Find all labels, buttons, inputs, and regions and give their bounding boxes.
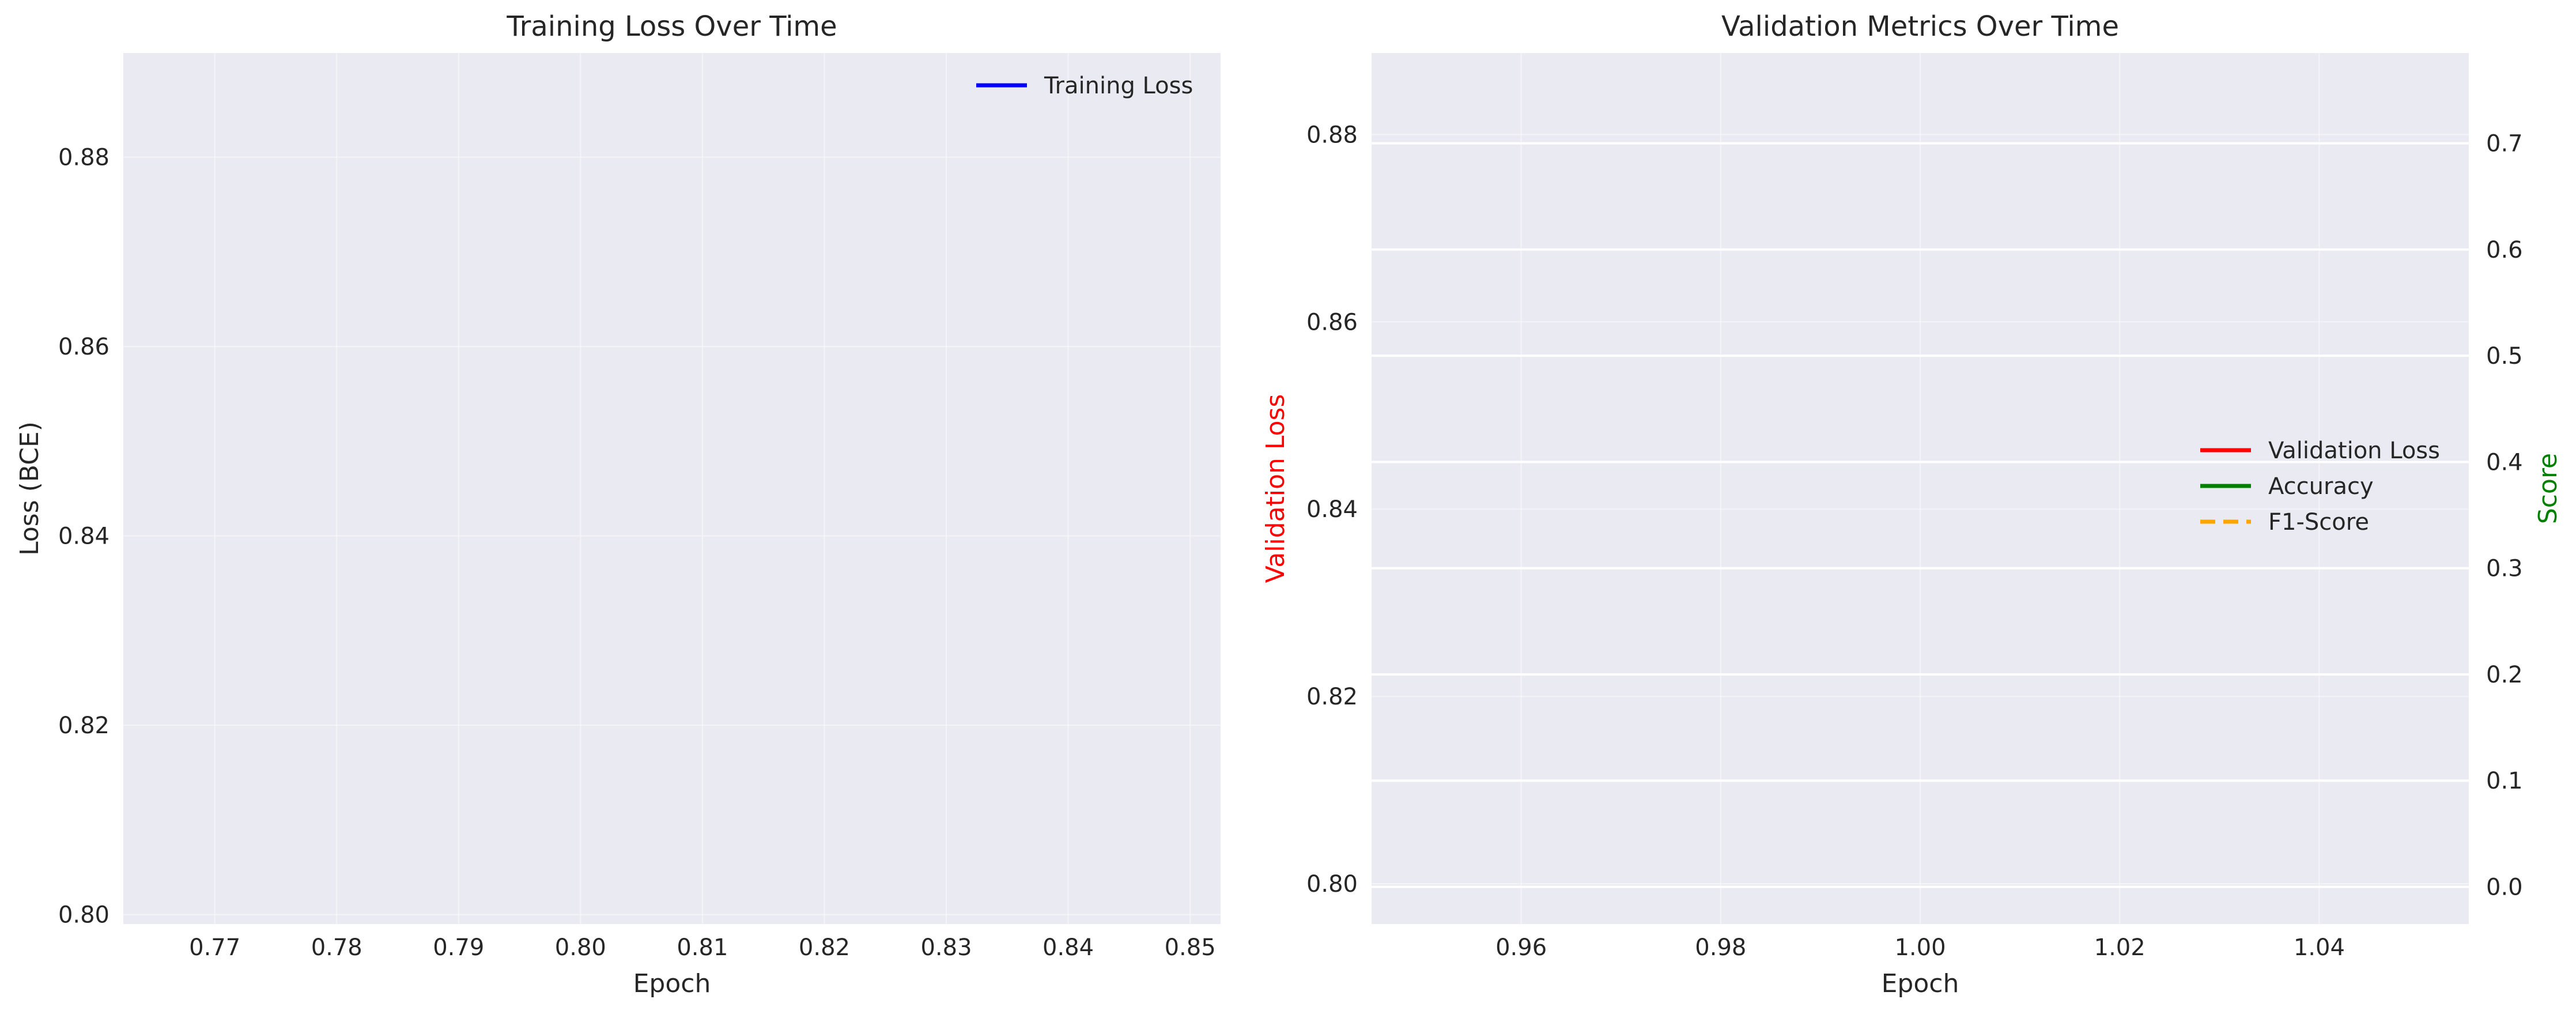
y2-tick-label: 0.5 xyxy=(2486,343,2523,370)
x-tick-label: 0.79 xyxy=(433,934,484,961)
legend: Validation Loss Accuracy F1-Score xyxy=(2200,438,2440,536)
y-axis-label: Validation Loss xyxy=(1261,394,1290,583)
legend-item: F1-Score xyxy=(2200,509,2369,536)
axes-background xyxy=(1372,53,2469,924)
y2-tick-label: 0.1 xyxy=(2486,768,2523,794)
legend-item: Validation Loss xyxy=(2200,438,2440,464)
y-tick-label: 0.84 xyxy=(58,523,109,550)
x-tick-label: 0.85 xyxy=(1165,934,1216,961)
y-tick-label: 0.88 xyxy=(58,145,109,171)
y2-tick-label: 0.2 xyxy=(2486,662,2523,688)
legend-label: Validation Loss xyxy=(2268,438,2440,464)
gridlines xyxy=(123,53,1221,924)
y-tick-label: 0.84 xyxy=(1306,496,1358,523)
legend: Training Loss xyxy=(976,73,1193,99)
x-tick-labels: 0.77 0.78 0.79 0.80 0.81 0.82 0.83 0.84 0.85 xyxy=(189,934,1216,961)
y-tick-label: 0.82 xyxy=(1306,684,1358,710)
legend-label: Training Loss xyxy=(1044,73,1193,99)
legend-item: Training Loss xyxy=(976,73,1193,99)
x-tick-labels: 0.96 0.98 1.00 1.02 1.04 xyxy=(1495,934,2345,961)
y2-tick-label: 0.4 xyxy=(2486,449,2523,476)
y2-tick-label: 0.3 xyxy=(2486,556,2523,582)
x-tick-label: 0.96 xyxy=(1495,934,1547,961)
training-loss-chart: 0.77 0.78 0.79 0.80 0.81 0.82 0.83 0.84 0.85 0.8… xyxy=(15,10,1221,998)
x-tick-label: 1.02 xyxy=(2094,934,2146,961)
y2-tick-label: 0.7 xyxy=(2486,131,2523,157)
y-tick-label: 0.86 xyxy=(58,334,109,360)
x-tick-label: 0.80 xyxy=(555,934,606,961)
x-tick-label: 0.84 xyxy=(1043,934,1094,961)
chart-title: Validation Metrics Over Time xyxy=(1721,10,2119,43)
legend-label: Accuracy xyxy=(2268,473,2374,500)
y-tick-label: 0.80 xyxy=(1306,871,1358,898)
y2-tick-label: 0.6 xyxy=(2486,237,2523,263)
x-tick-label: 0.78 xyxy=(311,934,362,961)
y-axis-label: Loss (BCE) xyxy=(15,421,44,556)
y2-axis-label: Score xyxy=(2533,453,2563,524)
x-tick-label: 1.00 xyxy=(1894,934,1946,961)
x-axis-label: Epoch xyxy=(1882,969,1959,998)
axes-background xyxy=(123,53,1221,924)
x-tick-label: 0.77 xyxy=(189,934,240,961)
x-axis-label: Epoch xyxy=(633,969,711,998)
legend-label: F1-Score xyxy=(2268,509,2369,536)
validation-metrics-chart: 0.96 0.98 1.00 1.02 1.04 0.800.820.840.860.8… xyxy=(1261,10,2563,998)
x-tick-label: 0.98 xyxy=(1695,934,1746,961)
y-tick-labels: 0.80 0.82 0.84 0.86 0.88 xyxy=(58,145,109,929)
gridlines xyxy=(1372,53,2469,924)
y-tick-label: 0.82 xyxy=(58,712,109,739)
chart-title: Training Loss Over Time xyxy=(506,10,837,43)
legend-item: Accuracy xyxy=(2200,473,2374,500)
y-tick-label: 0.86 xyxy=(1306,309,1358,335)
x-tick-label: 1.04 xyxy=(2294,934,2345,961)
x-tick-label: 0.82 xyxy=(799,934,850,961)
y2-tick-label: 0.0 xyxy=(2486,874,2523,901)
y-tick-label: 0.88 xyxy=(1306,122,1358,148)
x-tick-label: 0.83 xyxy=(920,934,972,961)
y2-tick-labels: 0.0 0.1 0.2 0.3 0.4 0.5 0.6 0.7 xyxy=(2486,131,2523,901)
y-tick-labels: 0.80 0.82 0.84 0.86 0.88 xyxy=(1306,122,1358,898)
y-tick-label: 0.80 xyxy=(58,902,109,929)
x-tick-label: 0.81 xyxy=(677,934,728,961)
